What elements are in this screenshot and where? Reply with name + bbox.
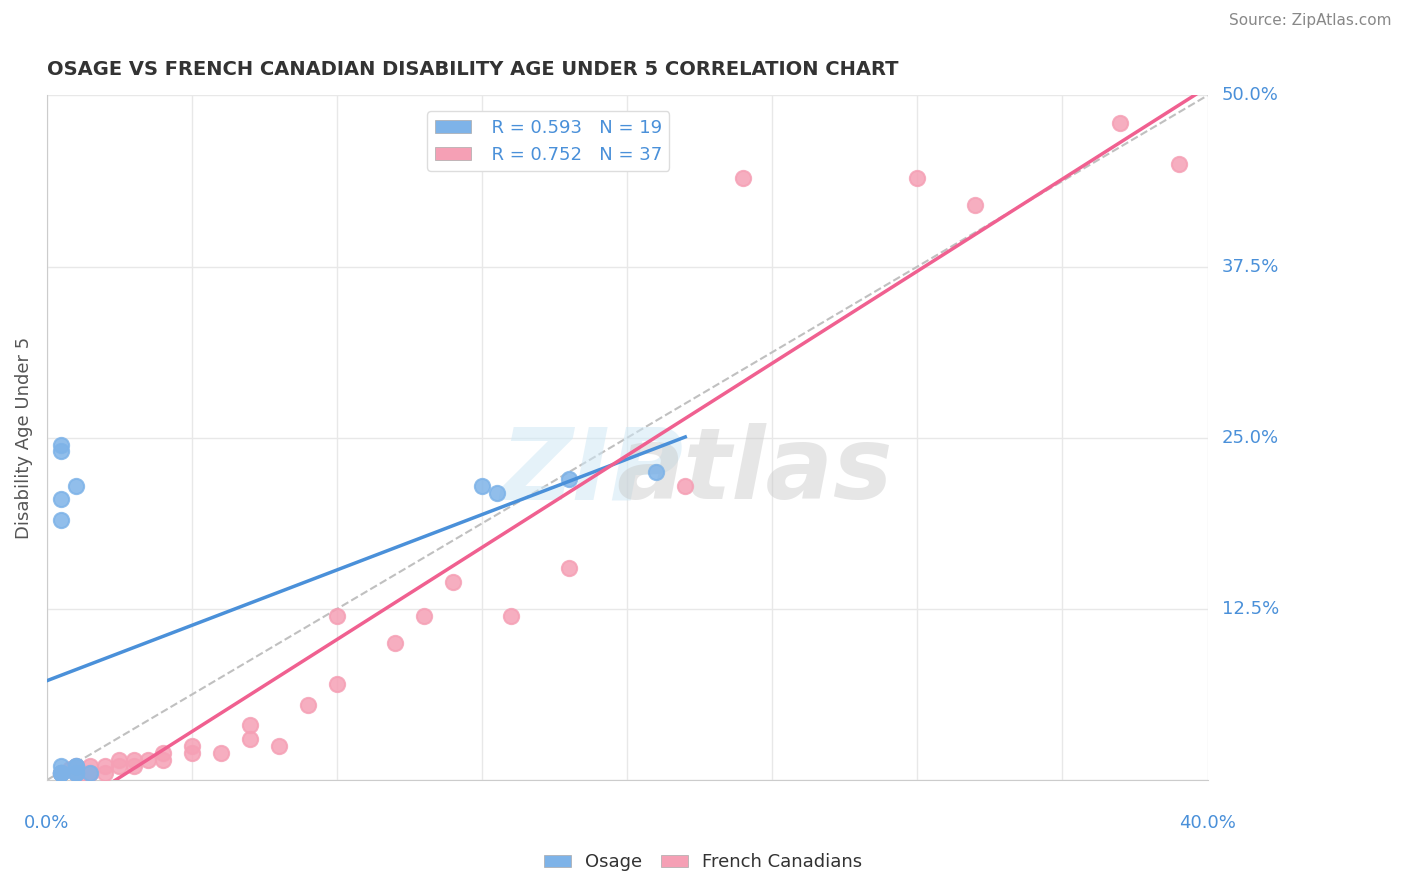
Point [65, 759, 87, 773]
Point [51, 766, 73, 780]
Point [79, 766, 101, 780]
Point [1109, 116, 1132, 130]
Point [108, 752, 131, 766]
Point [65, 759, 87, 773]
Point [122, 752, 145, 766]
Point [558, 472, 581, 486]
Point [51, 766, 73, 780]
Text: 0.0%: 0.0% [24, 814, 69, 832]
Point [122, 759, 145, 773]
Point [152, 746, 174, 760]
Point [70, 766, 93, 780]
Text: OSAGE VS FRENCH CANADIAN DISABILITY AGE UNDER 5 CORRELATION CHART: OSAGE VS FRENCH CANADIAN DISABILITY AGE … [46, 60, 898, 78]
Text: ZIP: ZIP [501, 424, 683, 520]
Point [181, 746, 204, 760]
Point [94, 759, 117, 773]
Text: Source: ZipAtlas.com: Source: ZipAtlas.com [1229, 13, 1392, 29]
Point [51, 766, 73, 780]
Point [65, 766, 87, 780]
Point [65, 759, 87, 773]
Point [51, 492, 73, 507]
Point [673, 478, 696, 492]
Point [733, 170, 755, 185]
Point [267, 739, 290, 753]
Text: 40.0%: 40.0% [1180, 814, 1236, 832]
Point [94, 766, 117, 780]
Point [501, 608, 523, 623]
Point [65, 766, 87, 780]
Point [152, 752, 174, 766]
Point [558, 561, 581, 575]
Point [441, 574, 464, 589]
Legend: Osage, French Canadians: Osage, French Canadians [537, 847, 869, 879]
Point [65, 478, 87, 492]
Point [326, 677, 349, 691]
Point [51, 513, 73, 527]
Point [239, 731, 262, 746]
Point [51, 759, 73, 773]
Point [51, 766, 73, 780]
Point [59, 762, 82, 776]
Point [471, 478, 494, 492]
Point [65, 766, 87, 780]
Point [384, 636, 406, 650]
Text: 25.0%: 25.0% [1222, 429, 1279, 447]
Point [79, 766, 101, 780]
Point [413, 608, 436, 623]
Point [79, 766, 101, 780]
Point [138, 752, 160, 766]
Point [51, 444, 73, 458]
Point [108, 759, 131, 773]
Text: 50.0%: 50.0% [1222, 87, 1279, 104]
Text: 12.5%: 12.5% [1222, 600, 1279, 618]
Point [485, 485, 508, 500]
Point [645, 465, 668, 479]
Text: 37.5%: 37.5% [1222, 258, 1279, 276]
Legend:   R = 0.593   N = 19,   R = 0.752   N = 37: R = 0.593 N = 19, R = 0.752 N = 37 [427, 112, 669, 170]
Point [51, 766, 73, 780]
Point [209, 746, 232, 760]
Point [326, 608, 349, 623]
Point [51, 437, 73, 451]
Point [297, 698, 319, 712]
Point [181, 739, 204, 753]
Point [79, 759, 101, 773]
Y-axis label: Disability Age Under 5: Disability Age Under 5 [15, 336, 32, 539]
Point [1167, 157, 1189, 171]
Point [905, 170, 928, 185]
Point [239, 718, 262, 732]
Text: atlas: atlas [617, 424, 893, 520]
Point [965, 198, 987, 212]
